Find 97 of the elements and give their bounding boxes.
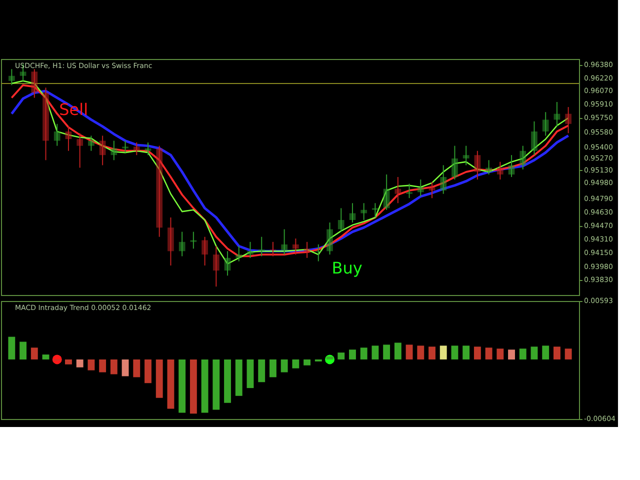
bar: [428, 346, 436, 360]
candlestick: [54, 123, 60, 146]
bar: [349, 350, 356, 360]
candlestick: [372, 202, 378, 218]
candlestick: [531, 120, 538, 156]
bar: [246, 359, 254, 388]
candlestick: [440, 164, 447, 194]
bar: [326, 356, 334, 360]
candlestick: [76, 132, 84, 168]
candlestick: [508, 154, 515, 178]
bar: [133, 359, 140, 378]
candlestick: [406, 183, 412, 199]
bar: [42, 354, 50, 360]
bar: [65, 359, 72, 364]
bar: [8, 336, 16, 360]
bar: [122, 359, 129, 376]
bar: [440, 346, 447, 360]
bar: [156, 359, 163, 398]
candlestick: [144, 142, 152, 156]
candlestick: [496, 161, 504, 180]
candlestick: [383, 174, 390, 210]
bar: [235, 359, 242, 396]
candlestick: [304, 241, 310, 258]
bar: [474, 346, 481, 360]
bar: [76, 359, 84, 368]
candlestick: [360, 202, 368, 220]
bar: [99, 359, 106, 372]
bar: [496, 348, 504, 360]
bar: [451, 346, 458, 360]
bar: [20, 342, 27, 360]
candlestick: [190, 231, 197, 250]
candlestick: [65, 126, 72, 152]
candlestick: [565, 106, 572, 134]
candlestick: [8, 68, 15, 86]
candlestick: [281, 228, 288, 256]
candlestick: [133, 142, 140, 156]
candlestick: [315, 244, 322, 262]
bar: [406, 344, 413, 360]
bar: [224, 359, 231, 403]
bar: [30, 348, 38, 360]
candlestick: [247, 241, 254, 258]
candlestick: [474, 150, 481, 180]
bar: [269, 359, 276, 378]
candlestick: [428, 182, 436, 199]
bar: [372, 346, 379, 360]
bar: [88, 359, 95, 370]
bar: [144, 359, 152, 384]
candlestick: [542, 112, 549, 136]
candlestick: [326, 222, 333, 256]
candlestick: [224, 250, 231, 276]
bar: [190, 359, 197, 414]
candlestick: [394, 176, 402, 204]
candlestick: [88, 135, 94, 152]
candlestick: [122, 140, 128, 154]
bar: [338, 352, 345, 360]
bar: [564, 348, 572, 360]
bar: [519, 348, 526, 360]
bar: [201, 359, 208, 413]
candlestick: [462, 145, 470, 166]
bar: [258, 359, 266, 382]
candlestick: [168, 216, 174, 266]
annotation: Buy: [332, 258, 362, 278]
bar: [462, 346, 470, 360]
candlestick: [486, 160, 492, 175]
bar: [167, 359, 174, 409]
candlestick: [258, 236, 265, 257]
candlestick: [31, 68, 38, 98]
bar: [280, 359, 288, 372]
candlestick: [349, 202, 356, 224]
candlestick: [178, 231, 186, 257]
candlestick: [99, 135, 106, 166]
candlestick: [212, 246, 220, 288]
candlestick: [452, 145, 458, 180]
candlestick: [110, 140, 118, 161]
candlestick: [338, 208, 344, 232]
bar: [383, 344, 390, 360]
bar: [360, 348, 368, 360]
bar: [530, 346, 538, 360]
bar: [394, 342, 402, 360]
candlestick: [417, 179, 424, 197]
bar: [542, 346, 550, 360]
bar: [110, 359, 118, 374]
candlestick: [42, 87, 49, 161]
candlestick: [202, 236, 208, 266]
bar: [212, 359, 220, 410]
bar: [292, 359, 300, 368]
candlestick: [270, 241, 276, 257]
candlestick: [292, 238, 299, 256]
bar: [485, 348, 492, 360]
bar: [417, 346, 424, 360]
bar: [553, 346, 560, 360]
bar: [508, 350, 515, 360]
candlestick: [236, 246, 242, 262]
bar: [178, 359, 186, 413]
bar: [304, 359, 311, 366]
candlestick: [520, 145, 526, 170]
candlestick: [156, 145, 163, 238]
